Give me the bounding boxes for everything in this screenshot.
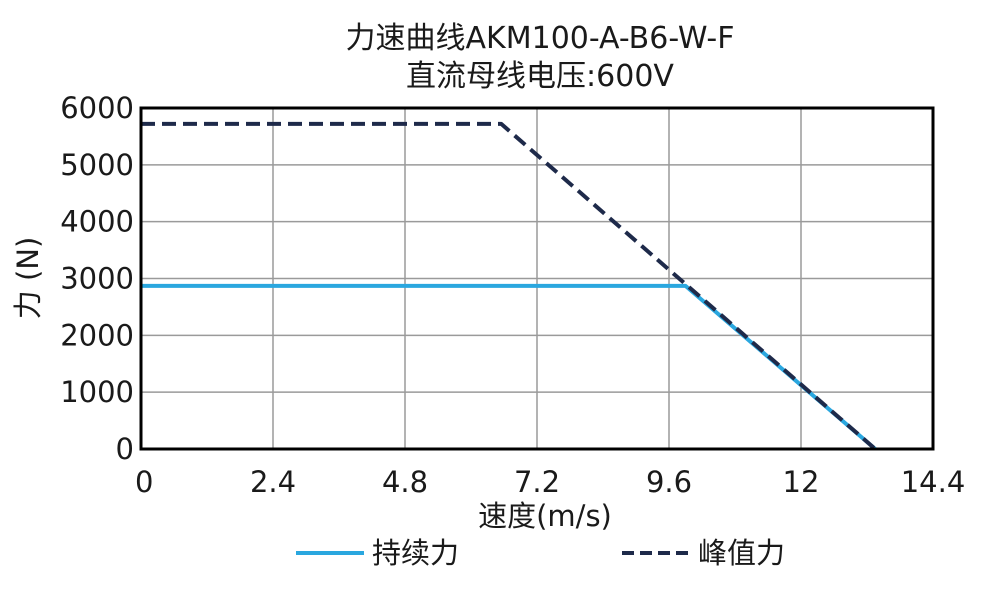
legend-label-0: 持续力: [372, 536, 459, 570]
legend-label-1: 峰值力: [698, 536, 785, 570]
legend: 持续力 峰值力: [296, 536, 785, 570]
series-line-0: [141, 283, 877, 451]
x-tick-label-0: 0: [135, 465, 153, 499]
y-tick-label-1: 1000: [60, 375, 134, 409]
y-axis-label: 力 (N): [11, 237, 45, 320]
x-tick-labels: 0 2.4 4.8 7.2 9.6 12 14.4: [135, 465, 965, 499]
x-axis-label: 速度(m/s): [478, 499, 612, 533]
x-tick-label-5: 12: [783, 465, 820, 499]
chart-subtitle: 直流母线电压:600V: [406, 59, 674, 94]
x-tick-label-3: 7.2: [514, 465, 560, 499]
chart-title: 力速曲线AKM100-A-B6-W-F: [346, 21, 735, 56]
y-tick-label-2: 2000: [60, 318, 134, 352]
y-tick-labels: 0 1000 2000 3000 4000 5000 6000: [60, 91, 134, 466]
x-tick-label-6: 14.4: [901, 465, 966, 499]
y-tick-label-4: 4000: [60, 205, 134, 239]
x-tick-label-2: 4.8: [382, 465, 428, 499]
y-tick-label-6: 6000: [60, 91, 134, 125]
y-tick-label-3: 3000: [60, 262, 134, 296]
x-tick-label-1: 2.4: [250, 465, 296, 499]
x-tick-label-4: 9.6: [646, 465, 692, 499]
plot-frame: [139, 106, 935, 451]
y-tick-label-0: 0: [116, 432, 134, 466]
series-lines: [141, 121, 877, 451]
series-line-1: [141, 121, 877, 451]
y-tick-label-5: 5000: [60, 148, 134, 182]
